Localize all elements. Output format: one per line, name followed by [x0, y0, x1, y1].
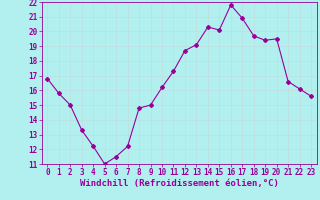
X-axis label: Windchill (Refroidissement éolien,°C): Windchill (Refroidissement éolien,°C) [80, 179, 279, 188]
